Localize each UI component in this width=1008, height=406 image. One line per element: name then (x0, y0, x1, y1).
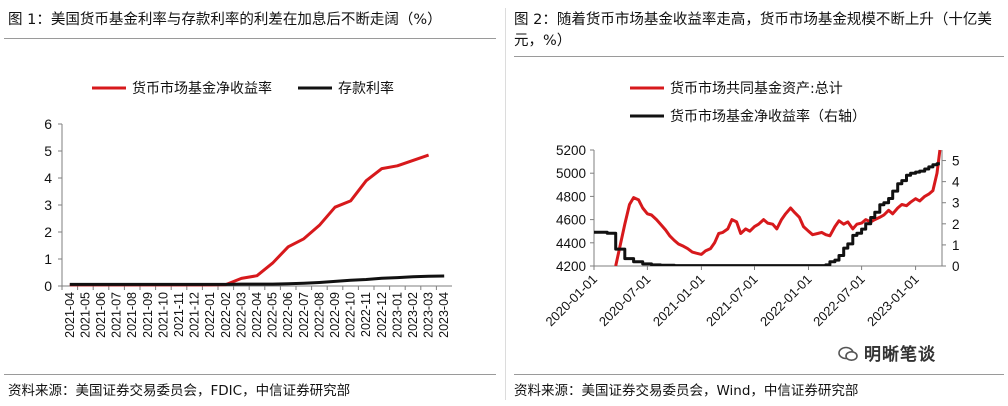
x-tick-label: 2021-12 (188, 292, 202, 338)
y-left-tick-label: 5200 (556, 143, 586, 158)
x-tick-label: 2021-08 (125, 292, 139, 338)
legend-label-1: 货币市场基金净收益率（右轴） (670, 108, 866, 125)
x-tick-label: 2022-03 (234, 292, 248, 338)
wechat-icon (838, 346, 858, 361)
figure-2-panel: 图 2：随着货币市场基金收益率走高，货币市场基金规模不断上升（十亿美元，%） 货… (510, 0, 1008, 406)
x-tick-label: 2023-03 (422, 292, 436, 338)
series-line-1 (69, 274, 445, 286)
y-right-tick-label: 1 (952, 238, 960, 253)
y-right-tick-label: 5 (952, 154, 960, 169)
figure-2-title: 图 2：随着货币市场基金收益率走高，货币市场基金规模不断上升（十亿美元，%） (514, 12, 992, 49)
y-tick-label: 5 (44, 143, 52, 159)
x-tick-label: 2022-07-01 (810, 272, 868, 330)
x-tick-label: 2021-06 (94, 292, 108, 338)
y-right-tick-label: 3 (952, 196, 960, 211)
x-tick-label: 2021-05 (78, 292, 92, 338)
x-tick-label: 2022-02 (219, 292, 233, 338)
y-tick-label: 4 (44, 170, 52, 186)
figure-1-top-rule (4, 38, 496, 39)
x-tick-label: 2021-11 (172, 292, 186, 337)
x-tick-label: 2022-09 (328, 292, 342, 338)
x-tick-label: 2020-07-01 (596, 272, 654, 330)
x-tick-label: 2022-08 (312, 292, 326, 338)
x-tick-label: 2022-10 (344, 292, 358, 338)
x-tick-label: 2023-01 (390, 292, 404, 338)
x-tick-label: 2021-04 (63, 292, 77, 338)
watermark-text: 明晰笔谈 (864, 345, 936, 365)
y-tick-label: 1 (44, 251, 52, 267)
y-right-tick-label: 0 (952, 259, 960, 274)
figure-1-title: 图 1：美国货币基金利率与存款利率的利差在加息后不断走阔（%） (8, 12, 442, 28)
series-line-0 (614, 149, 942, 266)
y-right-tick-label: 2 (952, 217, 960, 232)
x-tick-label: 2022-05 (266, 292, 280, 338)
legend-label-1: 存款利率 (338, 80, 394, 97)
y-tick-label: 3 (44, 197, 52, 213)
x-tick-label: 2023-02 (406, 292, 420, 338)
legend-label-0: 货币市场基金净收益率 (132, 80, 272, 97)
panel-divider (505, 8, 506, 400)
x-tick-label: 2021-10 (156, 292, 170, 338)
figure-1-source: 资料来源：美国证券交易委员会，FDIC，中信证券研究部 (8, 383, 351, 399)
x-tick-label: 2022-01 (203, 292, 217, 338)
y-right-tick-label: 4 (952, 175, 960, 190)
x-tick-label: 2021-01-01 (650, 272, 708, 330)
figure-1-bottom-rule (4, 374, 496, 375)
x-tick-label: 2020-01-01 (542, 272, 600, 330)
y-left-tick-label: 4400 (556, 236, 586, 251)
series-line-0 (69, 153, 430, 287)
y-left-tick-label: 5000 (556, 166, 586, 181)
x-tick-label: 2023-04 (437, 292, 451, 338)
x-tick-label: 2022-01-01 (757, 272, 815, 330)
figure-2-bottom-rule (514, 374, 1004, 375)
legend-label-0: 货币市场共同基金资产:总计 (670, 80, 843, 97)
figure-1-panel: 图 1：美国货币基金利率与存款利率的利差在加息后不断走阔（%） 货币市场基金净收… (0, 0, 500, 406)
figure-2-source: 资料来源：美国证券交易委员会，Wind，中信证券研究部 (514, 383, 859, 399)
x-tick-label: 2022-07 (297, 292, 311, 338)
y-left-tick-label: 4800 (556, 189, 586, 204)
x-tick-label: 2023-01-01 (864, 272, 922, 330)
watermark: 明晰笔谈 (838, 340, 936, 365)
x-tick-label: 2022-12 (375, 292, 389, 338)
series-line-1 (594, 162, 940, 266)
figure-2-top-rule (514, 56, 1004, 57)
y-tick-label: 2 (44, 224, 52, 240)
x-tick-label: 2022-06 (281, 292, 295, 338)
y-left-tick-label: 4200 (556, 259, 586, 274)
x-tick-label: 2022-04 (250, 292, 264, 338)
x-tick-label: 2022-11 (359, 292, 373, 337)
y-tick-label: 0 (44, 278, 52, 294)
x-tick-label: 2021-09 (141, 292, 155, 338)
x-tick-label: 2021-07 (110, 292, 124, 338)
y-left-tick-label: 4600 (556, 213, 586, 228)
y-tick-label: 6 (44, 116, 52, 132)
x-tick-label: 2021-07-01 (703, 272, 761, 330)
